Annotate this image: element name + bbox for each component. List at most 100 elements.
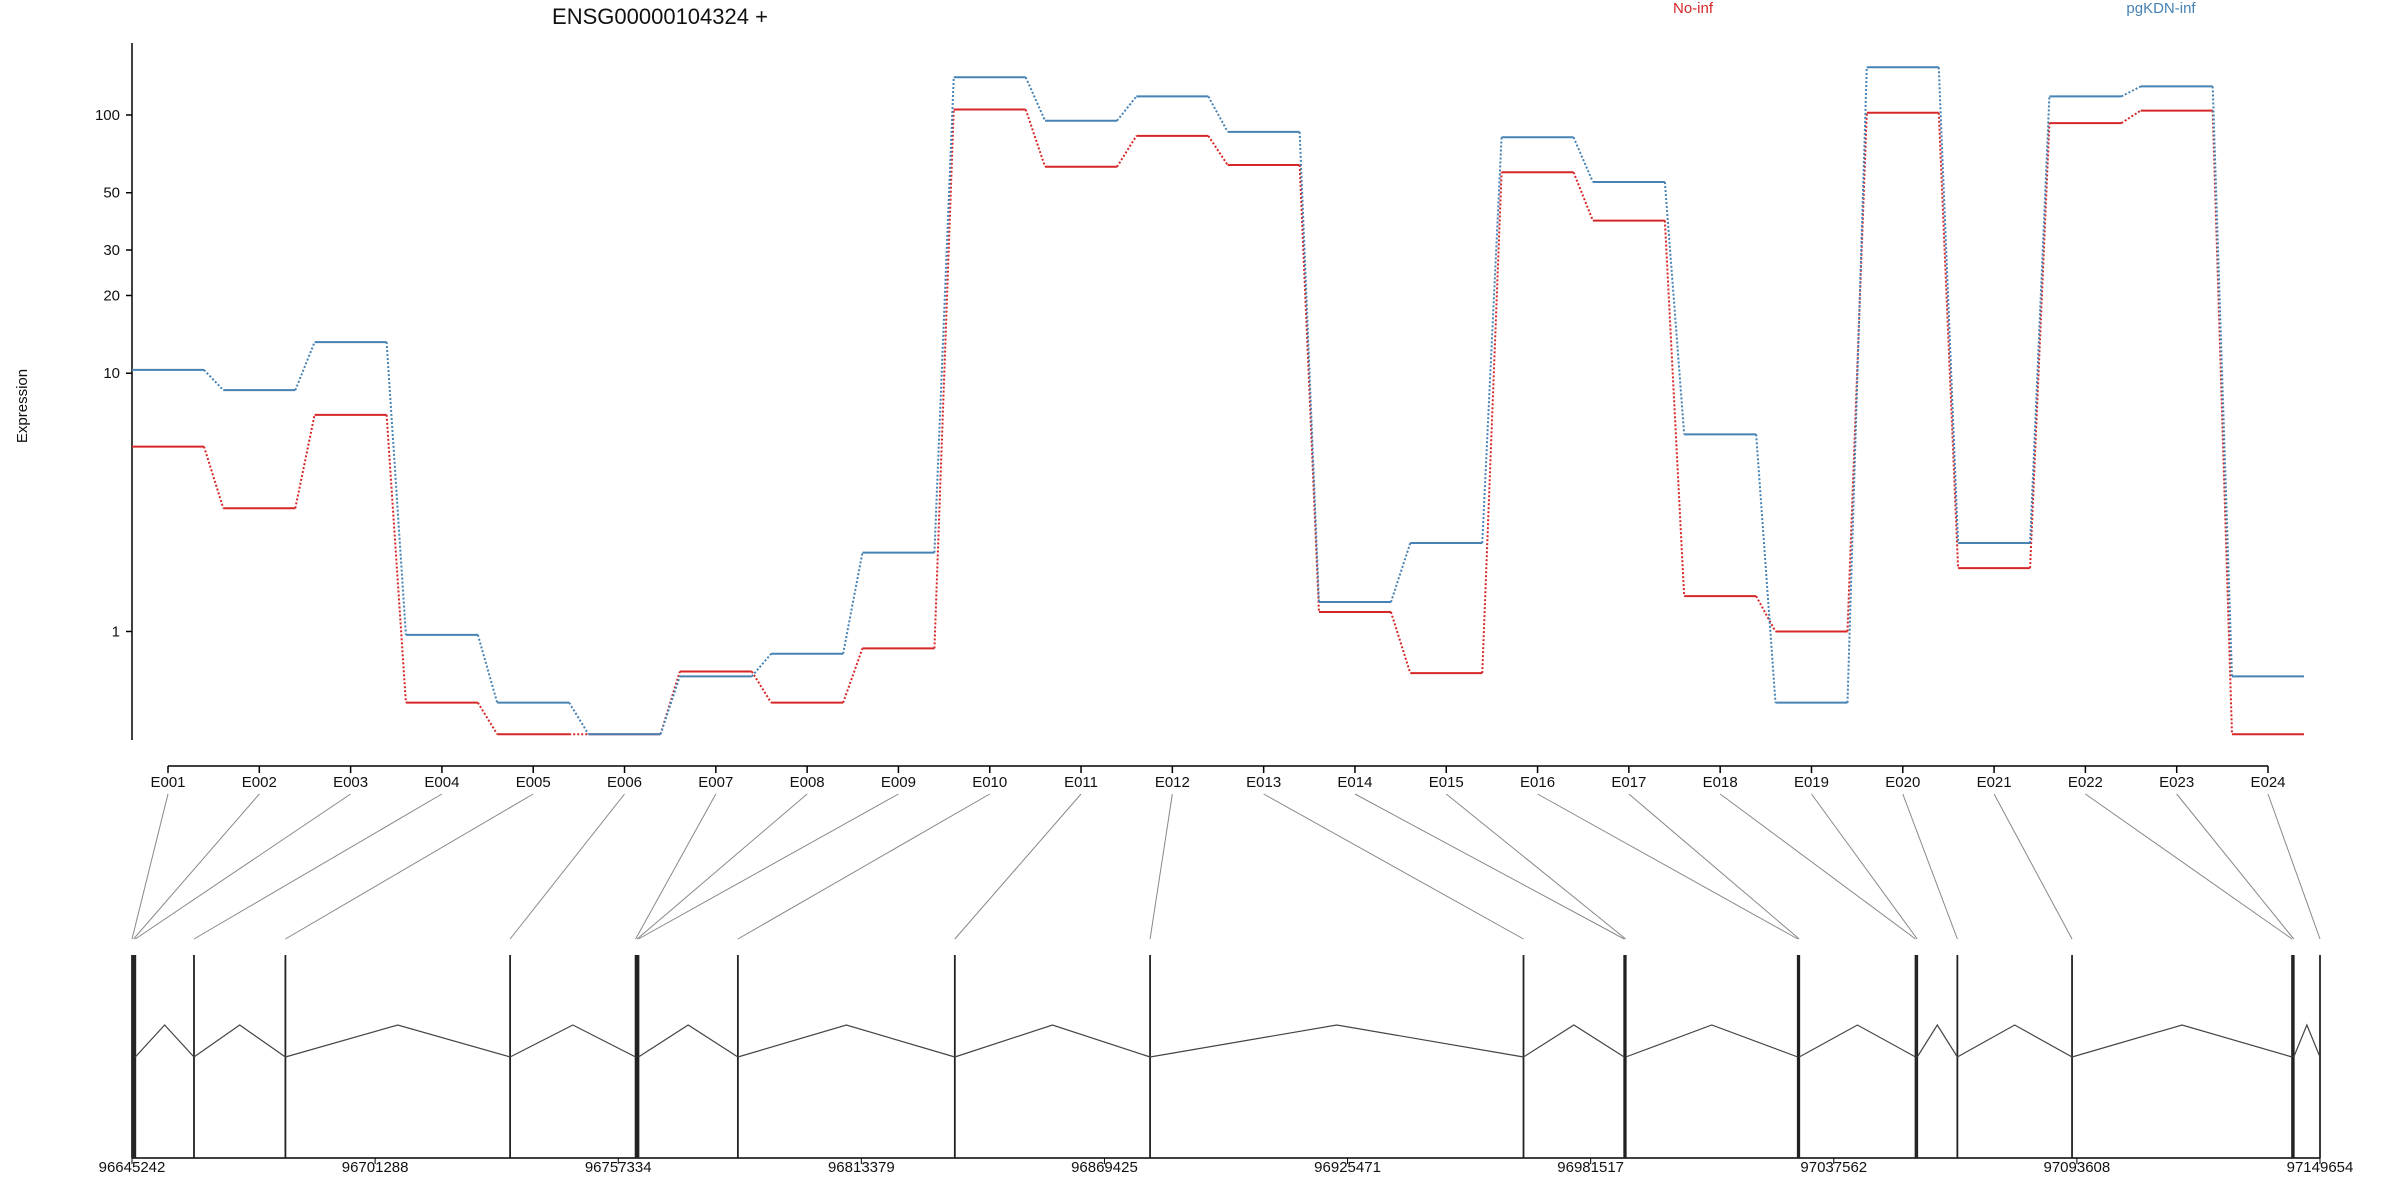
exon-link [193, 793, 443, 940]
exon-link [2176, 793, 2295, 940]
connector [1481, 137, 1503, 544]
connector [750, 670, 772, 704]
exon-link [133, 793, 260, 940]
x-tick-label: E012 [1155, 774, 1190, 791]
connector [1116, 135, 1138, 168]
y-tick-label: 1 [112, 623, 120, 640]
genomic-tick-label: 97093608 [2044, 1159, 2111, 1176]
exon-link [509, 793, 625, 940]
intron [1957, 1024, 2073, 1058]
connector [1755, 434, 1777, 703]
exon-link [1149, 793, 1173, 940]
chart-title: ENSG00000104324 + [552, 4, 768, 29]
exon-link [135, 793, 351, 940]
exon-link [1811, 793, 1918, 940]
exon-link [131, 793, 169, 940]
y-tick-label: 10 [103, 365, 120, 382]
exon-link [2267, 793, 2321, 940]
connector [1207, 135, 1229, 166]
x-tick-label: E007 [698, 774, 733, 791]
connector [1024, 109, 1046, 168]
connector [568, 702, 590, 735]
genomic-tick-label: 96757334 [585, 1159, 652, 1176]
connector [1572, 171, 1594, 221]
intron [134, 1024, 195, 1058]
connector [385, 414, 407, 703]
connector [477, 702, 499, 735]
connector [385, 342, 407, 635]
genomic-tick-label: 96813379 [828, 1159, 895, 1176]
x-tick-label: E019 [1794, 774, 1829, 791]
y-tick-label: 50 [103, 185, 120, 202]
intron [1625, 1024, 1798, 1058]
connector [1116, 95, 1138, 122]
connector [1298, 131, 1320, 603]
connector [1663, 220, 1686, 597]
connector [933, 109, 955, 649]
connector [1207, 95, 1229, 133]
connector [1024, 76, 1046, 122]
exon-link [285, 793, 534, 940]
x-tick-label: E017 [1611, 774, 1646, 791]
x-tick-label: E015 [1429, 774, 1464, 791]
exon-link [1445, 793, 1627, 940]
genomic-tick-label: 96869425 [1071, 1159, 1138, 1176]
connector [1937, 112, 1960, 569]
x-tick-label: E016 [1520, 774, 1555, 791]
genomic-tick-label: 96645242 [99, 1159, 166, 1176]
genomic-tick-label: 96981517 [1557, 1159, 1624, 1176]
legend-label: No-inf [1673, 0, 1714, 17]
intron [1149, 1024, 1524, 1058]
genomic-tick-label: 96925471 [1314, 1159, 1381, 1176]
x-tick-label: E014 [1337, 774, 1372, 791]
connector [1846, 112, 1868, 632]
intron [193, 1024, 286, 1058]
x-tick-label: E001 [150, 774, 185, 791]
genomic-tick-label: 97037562 [1800, 1159, 1867, 1176]
x-tick-label: E009 [881, 774, 916, 791]
exon-link [1628, 793, 1800, 940]
exon-link [638, 793, 899, 940]
connector [1390, 542, 1412, 603]
x-tick-label: E021 [1977, 774, 2012, 791]
connector [1937, 67, 1960, 544]
connector [2120, 109, 2142, 124]
x-tick-label: E004 [424, 774, 459, 791]
connector [203, 369, 225, 391]
x-tick-label: E020 [1885, 774, 1920, 791]
exon-link [1993, 793, 2073, 940]
intron [2071, 1024, 2293, 1058]
connector [933, 77, 955, 553]
connector [842, 552, 864, 654]
y-tick-label: 30 [103, 242, 120, 259]
connector [2029, 96, 2051, 544]
intron [1798, 1024, 1916, 1058]
exon-link [636, 793, 808, 940]
x-tick-label: E011 [1064, 774, 1098, 791]
connector [1390, 611, 1412, 674]
exon-link [1719, 793, 1916, 940]
connector [476, 634, 499, 703]
genomic-tick-label: 96701288 [342, 1159, 409, 1176]
exon-link [1263, 793, 1524, 940]
connector [1572, 136, 1594, 183]
intron [2293, 1023, 2321, 1058]
exon-link [737, 793, 990, 940]
x-tick-label: E010 [972, 774, 1007, 791]
exon-link [954, 793, 1082, 940]
x-tick-label: E023 [2159, 774, 2194, 791]
intron [954, 1024, 1151, 1058]
exon-link [2085, 793, 2293, 940]
intron [285, 1024, 511, 1058]
x-tick-label: E024 [2250, 774, 2285, 791]
connector [1481, 172, 1503, 674]
connector [842, 648, 864, 704]
x-tick-label: E003 [333, 774, 368, 791]
intron [638, 1024, 739, 1058]
x-tick-label: E005 [516, 774, 551, 791]
exon-link [1902, 793, 1958, 940]
connector [294, 414, 316, 509]
x-tick-label: E008 [790, 774, 825, 791]
